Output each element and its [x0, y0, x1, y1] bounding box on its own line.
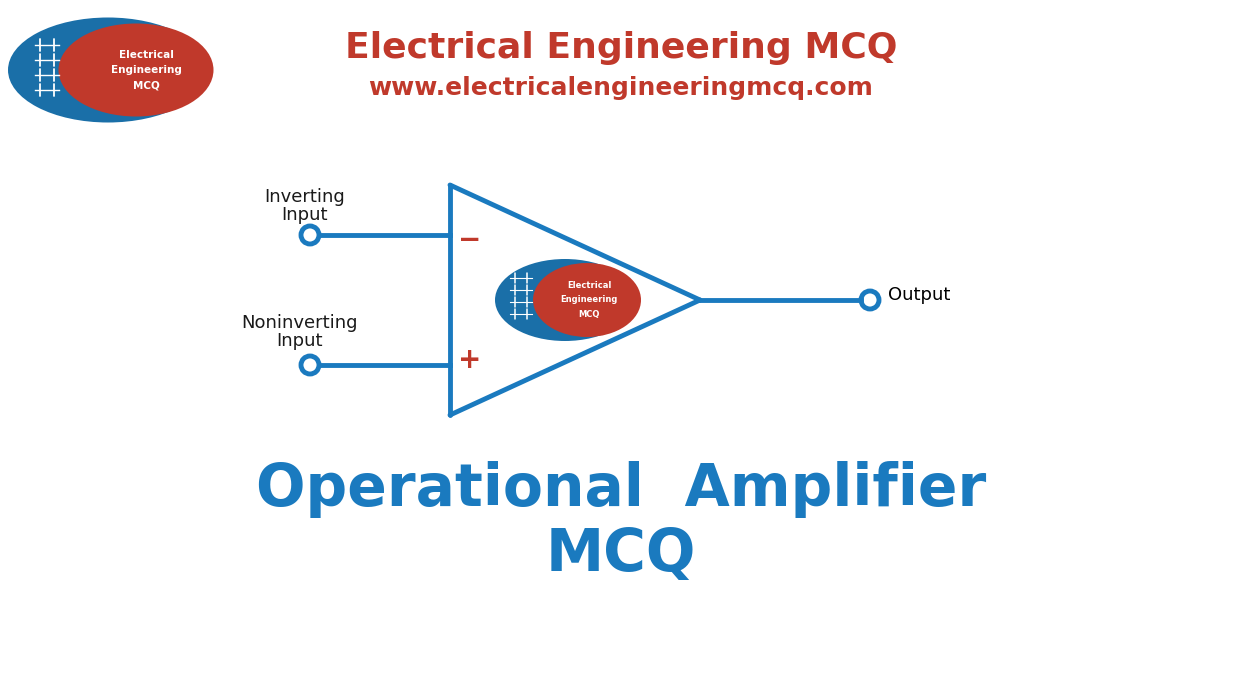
Text: Engineering: Engineering: [561, 295, 618, 304]
Text: Electrical Engineering MCQ: Electrical Engineering MCQ: [344, 31, 897, 65]
Text: www.electricalengineeringmcq.com: www.electricalengineeringmcq.com: [369, 76, 874, 100]
Text: Noninverting: Noninverting: [241, 314, 358, 332]
Text: Electrical: Electrical: [118, 50, 174, 60]
Text: −: −: [459, 226, 481, 254]
Ellipse shape: [58, 23, 214, 117]
Ellipse shape: [533, 263, 641, 337]
Text: MCQ: MCQ: [546, 526, 696, 584]
Text: Inverting: Inverting: [265, 188, 346, 206]
Text: Engineering: Engineering: [111, 65, 181, 75]
Ellipse shape: [495, 259, 635, 341]
Text: MCQ: MCQ: [578, 310, 599, 319]
Text: Operational  Amplifier: Operational Amplifier: [256, 462, 986, 518]
Text: +: +: [459, 346, 482, 374]
Text: Electrical: Electrical: [567, 281, 612, 290]
Text: Input: Input: [282, 206, 328, 224]
Text: Input: Input: [277, 332, 323, 350]
Text: MCQ: MCQ: [133, 80, 159, 90]
Ellipse shape: [7, 17, 208, 123]
Text: Output: Output: [888, 286, 951, 304]
